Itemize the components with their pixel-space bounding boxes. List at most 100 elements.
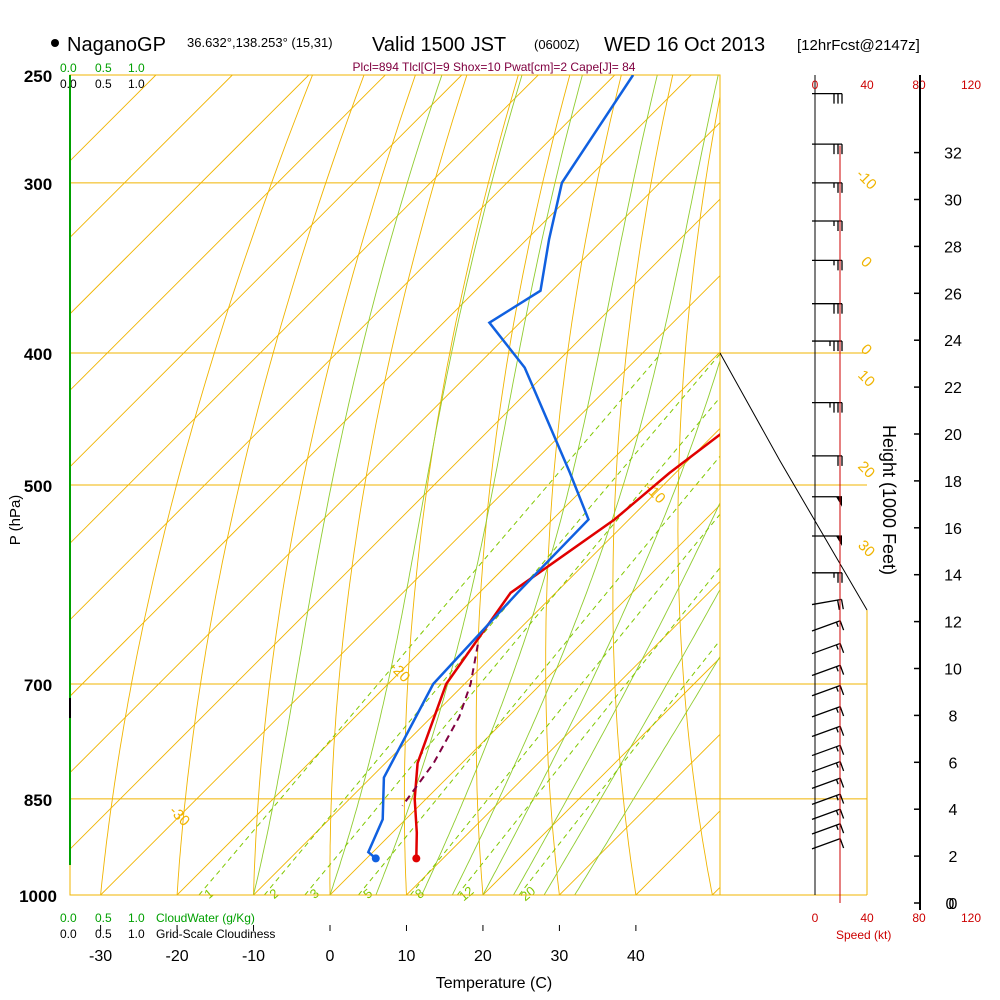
y-axis-title: P (hPa) [7,495,24,546]
isotherm-line [70,75,386,391]
wind-barb [812,340,843,352]
wind-speed-tick-top: 0 [812,78,819,92]
dry-adiabat-line [100,75,313,895]
moist-adiabat-line [375,75,583,895]
mixing-ratio-label: 20 [518,883,539,904]
height-tick-label: 20 [944,427,962,444]
wind-barb-staff [811,725,841,738]
wind-speed-tick-top: 120 [961,78,981,92]
wind-barb [812,572,843,583]
wind-barb [811,777,845,789]
dry-adiabat-line [677,94,720,895]
wind-barb-half [835,666,839,672]
height-tick-label: 2 [949,849,958,866]
wind-barb-feather [839,726,845,736]
wind-barb [812,220,843,232]
height-tick-label: 10 [944,662,962,679]
parcel-line [401,644,479,807]
mixing-ratio-label: 3 [307,886,322,902]
pressure-tick-label: 500 [24,477,52,496]
wind-barb-feather [839,838,845,849]
sounding-indices: Plcl=894 Tlcl[C]=9 Shox=10 Pwat[cm]=2 Ca… [353,60,636,74]
wind-barb-staff [811,642,841,655]
temperature-line [413,433,720,859]
x-axis-title: Temperature (C) [436,975,552,992]
cloudiness-tick-bottom: 1.0 [128,927,145,941]
wind-barb-staff [811,744,841,757]
station-name: NaganoGP [67,34,166,56]
cloud-water-tick-bottom: 0.5 [95,911,112,925]
wind-barb [811,744,845,757]
isotherm-line [70,75,463,468]
wind-barb-staff [811,706,841,718]
wind-barb [811,642,845,655]
wind-barb-feather [839,777,845,788]
temperature-tick-label: -30 [89,948,112,965]
wind-barb-staff [811,777,841,789]
wind-barb-half [835,727,839,733]
cloudiness-tick-top: 0.5 [95,77,112,91]
mixing-ratio-label: 12 [456,883,477,904]
height-surface-label: 0 [946,896,955,913]
isobar-lines [70,182,867,800]
temperature-tick-label: 10 [398,948,416,965]
pressure-tick-label: 400 [24,345,52,364]
cloudiness-tick-top: 1.0 [128,77,145,91]
pressure-tick-label: 300 [24,175,52,194]
valid-date: WED 16 Oct 2013 [604,34,765,56]
wind-barb [812,303,843,314]
mixing-ratio-line [410,513,720,895]
height-tick-label: 8 [949,708,958,725]
dry-adiabat-line [176,75,365,895]
wind-speed-tick-top: 40 [860,78,874,92]
isotherm-line [406,580,720,895]
wind-barb [812,496,842,507]
station-marker [51,39,59,47]
wind-barb-feather [839,665,845,675]
wind-barb-feather [839,620,845,631]
temperature-tick-label: 30 [551,948,569,965]
wind-speed-tick-bottom: 120 [961,911,981,925]
wind-barb [812,143,843,155]
wind-barb-staff [811,808,841,820]
dry-adiabat-line [976,51,1000,924]
moist-adiabat-line [574,655,720,895]
wind-barb [811,620,845,632]
isotherm-line [559,733,720,895]
height-tick-label: 24 [944,333,962,350]
mixing-ratio-label: 2 [266,886,281,902]
wind-barb-half [835,621,839,628]
temperature-surface-point [412,854,421,863]
isotherm-line [70,75,233,238]
height-tick-label: 16 [944,521,962,538]
cloud-water-tick-top: 1.0 [128,61,145,75]
cloud-water-tick-bottom: 0.0 [60,911,77,925]
wind-barb-feather [839,745,845,755]
hodograph-outline [719,352,868,611]
cloud-water-tick-top: 0.0 [60,61,77,75]
mixing-ratio-line [304,396,720,895]
wind-barb [811,664,845,677]
height-tick-label: 28 [944,239,962,256]
dry-adiabat-line [253,75,416,895]
isotherm-label: 30 [854,537,878,561]
moist-adiabat-line [253,75,443,895]
cloud-scale-top: 0.0 0.5 1.0 0.0 0.5 1.0 [60,61,145,91]
wind-barb-staff [811,838,841,850]
wind-barb-staff [811,823,841,835]
pressure-tick-label: 700 [24,676,52,695]
dry-adiabat-lines [100,51,1000,924]
height-tick-label: 18 [944,474,962,491]
wind-speed-tick-bottom: 0 [812,911,819,925]
isotherm-line [70,75,310,315]
wind-barb [812,401,843,413]
height-tick-label: 26 [944,286,962,303]
height-tick-label: 0 [949,896,958,913]
wind-speed-title: Speed (kt) [836,928,891,942]
moist-adiabat-line [421,75,658,895]
wind-barb-half [835,644,839,650]
wind-barb [811,808,845,820]
wind-barb [811,598,844,611]
